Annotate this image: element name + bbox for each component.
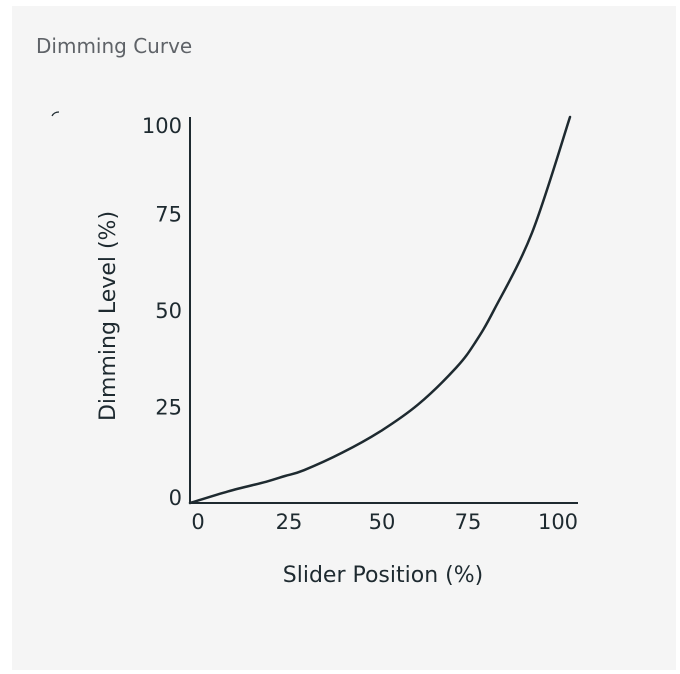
- y-axis-title: Dimming Level (%): [96, 211, 121, 421]
- y-tick-label: 0: [169, 486, 182, 510]
- card-title: Dimming Curve: [36, 34, 193, 58]
- x-tick-label: 0: [191, 510, 204, 534]
- y-tick-labels: 0 25 50 75 100: [142, 114, 182, 510]
- x-tick-label: 75: [455, 510, 482, 534]
- y-tick-label: 25: [155, 396, 182, 420]
- chart-card: Dimming Curve: [12, 6, 676, 670]
- stray-mark: [51, 111, 60, 117]
- y-tick-label: 50: [155, 299, 182, 323]
- x-tick-label: 50: [369, 510, 396, 534]
- x-tick-label: 100: [538, 510, 578, 534]
- series-points: [188, 115, 572, 505]
- y-tick-label: 100: [142, 114, 182, 138]
- x-tick-label: 25: [276, 510, 303, 534]
- x-tick-labels: 0 25 50 75 100: [191, 510, 578, 534]
- y-tick-label: 75: [155, 203, 182, 227]
- x-axis-title: Slider Position (%): [283, 563, 483, 588]
- series-line: [188, 115, 572, 505]
